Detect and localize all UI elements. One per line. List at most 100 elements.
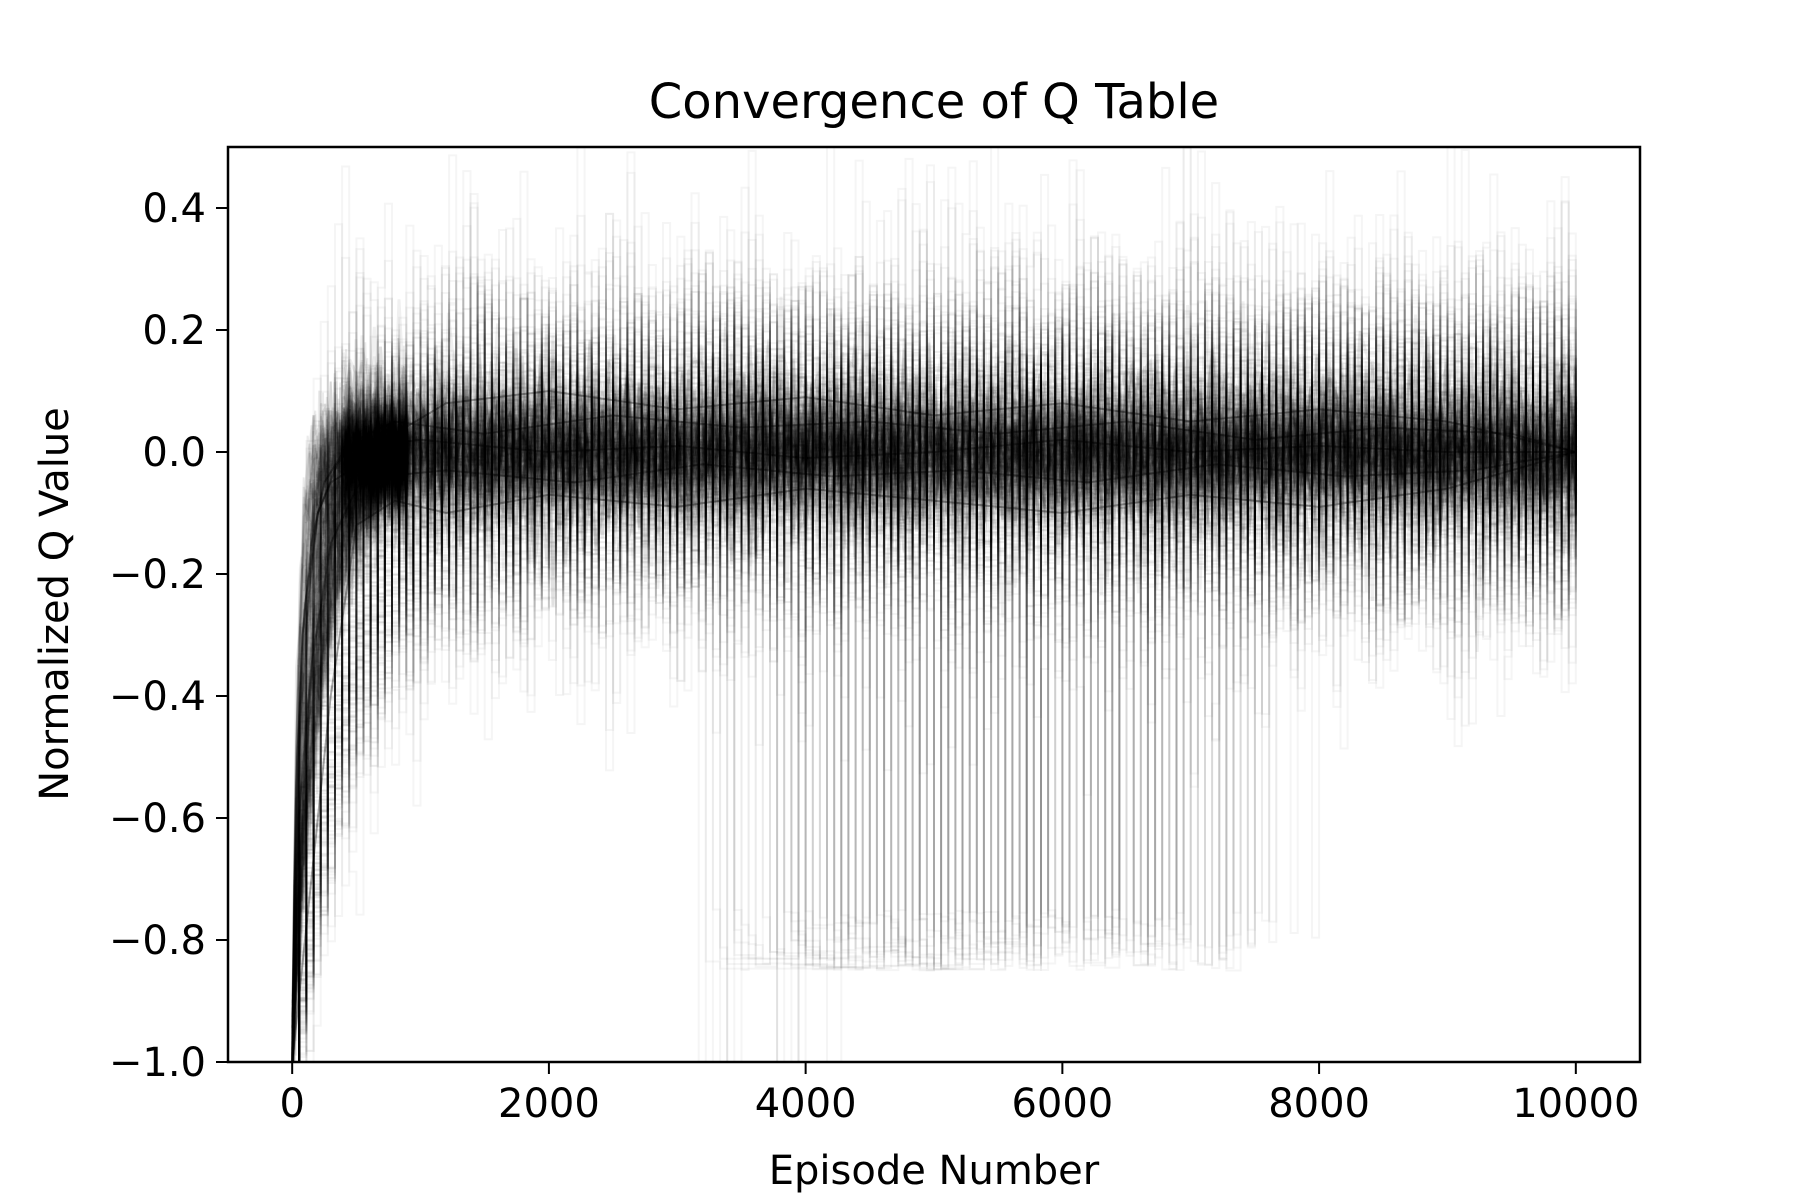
series-line (292, 309, 1577, 1062)
series-line (292, 356, 1577, 1062)
series-line (292, 383, 1577, 1062)
series-line (292, 290, 1577, 1062)
series-layer (291, 147, 1578, 1062)
series-line (292, 283, 1577, 1062)
series-line (292, 355, 1577, 1062)
series-line (292, 212, 1577, 1062)
series-line (291, 389, 1577, 1062)
series-line (292, 317, 1577, 1062)
series-line (292, 251, 1577, 1062)
series-line (292, 293, 1577, 1062)
series-line (292, 334, 1577, 1062)
series-line (292, 295, 1577, 1062)
series-line (292, 361, 1577, 1062)
series-line (292, 305, 1577, 1062)
series-line (342, 334, 1578, 608)
series-line (292, 279, 1577, 1062)
series-line (292, 258, 1577, 1062)
series-line (292, 333, 1577, 1062)
series-line (292, 396, 1577, 1062)
series-line (292, 224, 1577, 1062)
x-tick-label: 0 (279, 1081, 304, 1127)
series-line (292, 399, 1577, 1062)
series-line (292, 405, 1577, 1062)
series-line (292, 356, 1577, 1062)
y-tick-label: −1.0 (109, 1040, 206, 1086)
series-line (342, 372, 1578, 524)
series-line (342, 376, 1578, 537)
series-line (292, 321, 1577, 1062)
series-line (292, 231, 1577, 1062)
series-line (292, 261, 1577, 1062)
series-line (292, 319, 1577, 1062)
series-line (292, 292, 1577, 1062)
series-line (292, 170, 1577, 1062)
series-line (292, 353, 1577, 1062)
series-line (292, 265, 1577, 1062)
series-line (292, 349, 1577, 1062)
series-line (292, 147, 1577, 1062)
series-line (292, 280, 1577, 1062)
series-line (292, 330, 1577, 1062)
series-line (292, 233, 1577, 1062)
series-line (292, 363, 1577, 1062)
series-line (292, 225, 1577, 1062)
series-line (292, 337, 1577, 1062)
series-line (292, 248, 1577, 1062)
series-line (292, 151, 1577, 1062)
series-line (292, 366, 1577, 1062)
series-line (292, 362, 1577, 1062)
series-line (292, 266, 1577, 1062)
series-line (292, 306, 1577, 1062)
series-line (292, 362, 1577, 1062)
y-tick-label: 0.0 (142, 430, 206, 476)
series-line (292, 380, 1577, 1062)
series-line (292, 257, 1577, 1062)
series-line (292, 374, 1577, 1062)
series-line (292, 403, 1577, 1062)
series-line (292, 206, 1577, 1062)
series-line (342, 323, 1578, 560)
y-tick-label: 0.2 (142, 308, 206, 354)
series-line (292, 291, 1577, 1062)
series-line (292, 239, 1577, 1062)
series-line (342, 326, 1578, 581)
series-line (292, 275, 1577, 1062)
series-line (342, 337, 1578, 556)
series-line (292, 280, 1577, 1062)
series-line (292, 284, 1577, 1062)
series-line (292, 328, 1577, 1062)
series-line (342, 369, 1578, 564)
series-line (292, 286, 1577, 1062)
series-line (342, 406, 1578, 503)
series-line (292, 187, 1577, 1062)
series-line (292, 214, 1577, 1062)
series-line (292, 359, 1577, 1062)
series-line (292, 335, 1577, 1062)
series-line (292, 301, 1577, 1062)
series-line (292, 316, 1577, 1062)
series-line (292, 300, 1577, 1062)
series-line (292, 356, 1577, 1062)
series-line (292, 241, 1577, 1062)
series-line (292, 325, 1577, 1062)
series-line (292, 170, 1577, 1062)
series-line (292, 376, 1577, 1062)
series-line (292, 262, 1577, 1062)
series-line (292, 423, 1577, 1062)
series-line (292, 268, 1577, 1062)
series-line (292, 340, 1577, 1062)
series-line (292, 279, 1577, 1062)
series-line (292, 199, 1577, 1062)
series-line (292, 277, 1577, 1062)
series-line (292, 267, 1577, 1062)
series-line (292, 281, 1577, 1062)
series-line (292, 259, 1577, 1062)
series-line (292, 339, 1577, 1062)
series-line (292, 202, 1577, 1062)
x-tick-label: 10000 (1512, 1081, 1639, 1127)
series-line (292, 332, 1577, 1062)
series-line (292, 222, 1577, 1062)
series-line (292, 343, 1577, 1062)
